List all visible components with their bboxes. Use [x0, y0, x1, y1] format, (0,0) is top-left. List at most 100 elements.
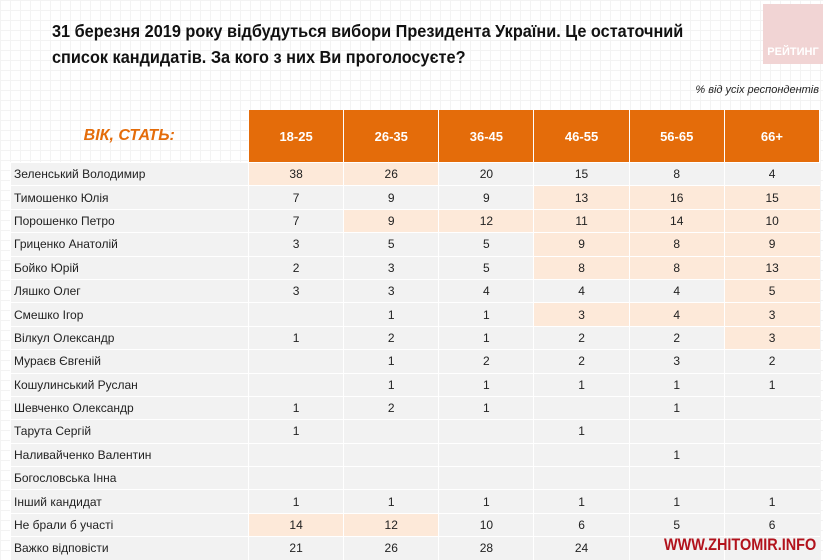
table-row: Ляшко Олег 3 3 4 4 4 5: [10, 278, 820, 303]
candidate-name: Богословська Інна: [10, 466, 249, 490]
value-cell: [723, 536, 820, 560]
value-cell: 1: [343, 372, 439, 397]
value-cell: 3: [247, 232, 344, 257]
value-cell: 1: [343, 349, 439, 374]
candidate-name: Кошулинський Руслан: [10, 372, 249, 397]
table-row: Гриценко Анатолій 3 5 5 9 8 9: [10, 232, 820, 257]
table-note: % від усіх респондентів: [695, 84, 819, 96]
value-cell: 9: [533, 232, 630, 257]
value-cell: [723, 419, 820, 444]
value-cell: 3: [343, 278, 439, 303]
value-cell: 2: [628, 325, 725, 350]
value-cell: [343, 442, 439, 467]
candidate-name: Ляшко Олег: [10, 278, 249, 303]
value-cell: 2: [343, 395, 439, 420]
value-cell: [343, 419, 439, 444]
table-row: Вілкул Олександр 1 2 1 2 2 3: [10, 325, 820, 350]
value-cell: 3: [723, 302, 820, 327]
value-cell: [438, 466, 534, 490]
value-cell: [247, 302, 344, 327]
value-cell: 1: [438, 489, 534, 514]
table-row: Бойко Юрій 2 3 5 8 8 13: [10, 255, 820, 280]
value-cell: [438, 419, 534, 444]
value-cell: 1: [438, 395, 534, 420]
table-row: Наливайченко Валентин 1: [10, 442, 820, 467]
value-cell: 1: [628, 395, 725, 420]
value-cell: [723, 442, 820, 467]
value-cell: 4: [628, 278, 725, 303]
results-table: ВІК, СТАТЬ: 18-25 26-35 36-45 46-55 56-65 66+…: [10, 110, 821, 560]
row-header-label: ВІК, СТАТЬ:: [83, 127, 175, 144]
candidate-name: Смешко Ігор: [10, 302, 249, 327]
table-row: Кошулинський Руслан 1 1 1 1 1: [10, 372, 820, 397]
value-cell: 20: [438, 161, 534, 186]
column-header: 36-45: [438, 110, 535, 163]
value-cell: [533, 395, 630, 420]
value-cell: 21: [247, 536, 344, 560]
table-row: Порошенко Петро 7 9 12 11 14 10: [10, 208, 820, 233]
value-cell: [247, 372, 344, 397]
candidate-name: Зеленський Володимир: [10, 161, 249, 186]
value-cell: [723, 395, 820, 420]
value-cell: 3: [343, 255, 439, 280]
value-cell: 12: [438, 208, 534, 233]
column-header: 18-25: [247, 110, 345, 163]
table-row: Шевченко Олександр 1 2 1 1: [10, 395, 820, 420]
value-cell: 15: [533, 161, 630, 186]
value-cell: 3: [247, 278, 344, 303]
value-cell: 13: [533, 185, 630, 210]
value-cell: 2: [438, 349, 534, 374]
value-cell: 2: [723, 349, 820, 374]
value-cell: 16: [628, 185, 725, 210]
value-cell: 2: [533, 325, 630, 350]
value-cell: 14: [628, 208, 725, 233]
candidate-name: Шевченко Олександр: [10, 395, 249, 420]
value-cell: [247, 442, 344, 467]
value-cell: 9: [723, 232, 820, 257]
column-header: 56-65: [628, 110, 725, 163]
candidate-name: Важко відповісти: [10, 536, 249, 560]
value-cell: 5: [438, 232, 534, 257]
value-cell: 4: [438, 278, 534, 303]
value-cell: 1: [438, 372, 534, 397]
value-cell: 5: [438, 255, 534, 280]
value-cell: 9: [343, 185, 439, 210]
value-cell: [723, 466, 820, 490]
value-cell: [628, 419, 725, 444]
value-cell: 26: [343, 536, 439, 560]
candidate-name: Бойко Юрій: [10, 255, 249, 280]
candidate-name: Тарута Сергій: [10, 419, 249, 444]
value-cell: 9: [343, 208, 439, 233]
table-row: Не брали б участі 14 12 10 6 5 6: [10, 512, 820, 537]
value-cell: 8: [533, 255, 630, 280]
candidate-name: Гриценко Анатолій: [10, 232, 249, 257]
value-cell: [438, 442, 534, 467]
table-row: Важко відповісти 21 26 28 24: [10, 536, 820, 560]
value-cell: 3: [533, 302, 630, 327]
column-header: 66+: [723, 110, 821, 163]
value-cell: 1: [723, 489, 820, 514]
value-cell: 1: [628, 372, 725, 397]
value-cell: 1: [247, 325, 344, 350]
question-title: 31 березня 2019 року відбудуться вибори …: [52, 21, 684, 67]
value-cell: 3: [723, 325, 820, 350]
value-cell: [533, 442, 630, 467]
value-cell: [247, 349, 344, 374]
value-cell: 7: [247, 185, 344, 210]
value-cell: 11: [533, 208, 630, 233]
value-cell: 28: [438, 536, 534, 560]
value-cell: 1: [533, 419, 630, 444]
value-cell: 8: [628, 255, 725, 280]
value-cell: [343, 466, 439, 490]
value-cell: 2: [533, 349, 630, 374]
value-cell: 10: [438, 512, 534, 537]
candidate-name: Вілкул Олександр: [10, 325, 249, 350]
candidate-name: Не брали б участі: [10, 512, 249, 537]
value-cell: 1: [628, 442, 725, 467]
rating-logo: РЕЙТИНГ: [763, 4, 823, 64]
value-cell: 3: [628, 349, 725, 374]
value-cell: 9: [438, 185, 534, 210]
value-cell: 1: [247, 419, 344, 444]
candidate-name: Інший кандидат: [10, 489, 249, 514]
candidate-name: Мураєв Євгеній: [10, 349, 249, 374]
